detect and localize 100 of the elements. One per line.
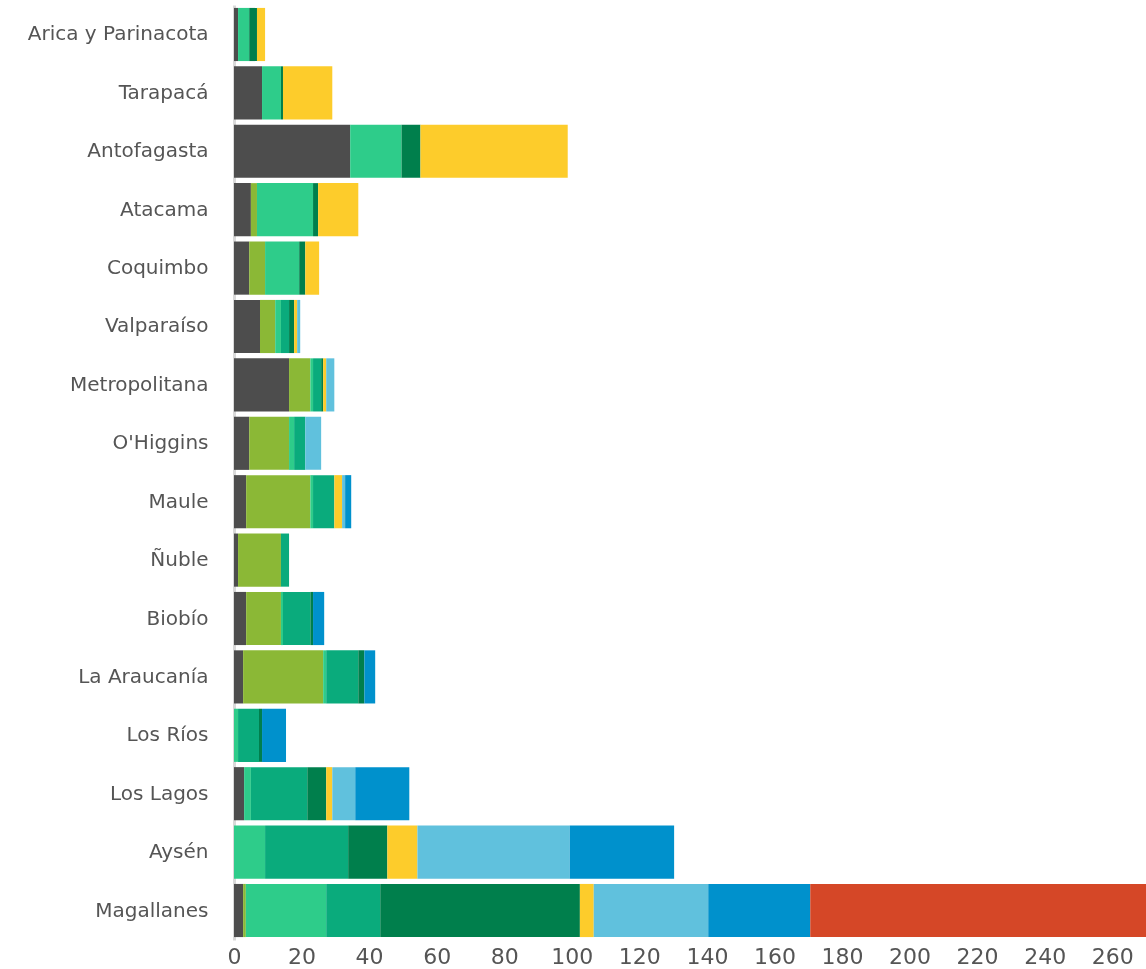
y-tick-label: La Araucanía	[78, 663, 209, 688]
bar	[234, 883, 244, 938]
bar	[310, 358, 314, 412]
bar	[579, 883, 594, 938]
bar	[305, 416, 322, 470]
bar	[234, 475, 247, 529]
bar	[345, 475, 352, 529]
bar	[249, 7, 257, 62]
x-tick-label: 200	[889, 943, 932, 969]
bar	[326, 883, 381, 938]
bar	[318, 183, 359, 237]
y-tick-label: Arica y Parinacota	[27, 21, 209, 46]
bar	[593, 883, 709, 938]
bar	[280, 591, 283, 646]
bar	[358, 650, 365, 704]
y-tick-label: Antofagasta	[87, 138, 209, 163]
bar	[234, 591, 247, 646]
bar	[250, 183, 257, 237]
bar	[234, 708, 239, 762]
bar	[238, 7, 250, 62]
bar	[265, 825, 349, 879]
y-tick-label: Aysén	[148, 839, 209, 864]
bar	[310, 475, 314, 529]
bar	[326, 358, 335, 412]
y-tick-label: O'Higgins	[112, 430, 209, 455]
bar	[313, 183, 319, 237]
bar	[249, 416, 290, 470]
bar	[307, 767, 327, 821]
bar	[294, 416, 306, 470]
bar	[348, 825, 388, 879]
bar	[234, 183, 251, 237]
bar	[245, 883, 327, 938]
y-tick-label: Coquimbo	[106, 255, 209, 280]
bar	[234, 416, 250, 470]
bar	[234, 66, 263, 120]
bar	[364, 650, 376, 704]
y-tick-label: Metropolitana	[70, 371, 209, 396]
bar	[249, 241, 266, 295]
x-tick-label: 60	[423, 943, 452, 969]
x-tick-label: 140	[686, 943, 729, 969]
bar	[234, 124, 351, 178]
bar	[282, 591, 311, 646]
bar	[289, 358, 311, 412]
bar	[243, 883, 246, 938]
bar	[259, 708, 263, 762]
bar	[313, 475, 335, 529]
bar	[246, 475, 311, 529]
bar	[234, 358, 290, 412]
y-tick-label: Magallanes	[95, 897, 209, 922]
y-tick-label: Maule	[148, 488, 209, 513]
bar	[289, 416, 295, 470]
bar	[234, 241, 250, 295]
bar	[262, 708, 287, 762]
y-tick-label: Los Ríos	[126, 722, 209, 747]
bar	[234, 7, 239, 62]
bar	[342, 475, 346, 529]
bar	[289, 299, 295, 354]
bar	[280, 299, 290, 354]
x-tick-label: 240	[1024, 943, 1067, 969]
bar	[256, 7, 266, 62]
bar	[334, 475, 343, 529]
x-tick-label: 160	[753, 943, 796, 969]
bar	[310, 591, 314, 646]
bar	[708, 883, 811, 938]
bar	[234, 650, 244, 704]
bar	[238, 708, 259, 762]
bar	[305, 241, 320, 295]
y-tick-label: Tarapacá	[117, 79, 209, 104]
bar	[280, 66, 283, 120]
x-tick-label: 20	[288, 943, 317, 969]
bar	[234, 299, 261, 354]
y-tick-label: Atacama	[120, 196, 209, 221]
bar	[326, 767, 333, 821]
bar	[313, 358, 322, 412]
y-tick-label: Valparaíso	[104, 313, 209, 338]
bar	[420, 124, 568, 178]
x-tick-label: 120	[618, 943, 661, 969]
bar	[323, 650, 327, 704]
bar	[355, 767, 410, 821]
bar	[313, 591, 325, 646]
y-tick-label: Biobío	[146, 605, 209, 630]
x-tick-label: 220	[956, 943, 999, 969]
bar	[299, 241, 306, 295]
bar	[243, 650, 324, 704]
x-tick-label: 40	[355, 943, 384, 969]
bar	[569, 825, 675, 879]
bar	[282, 66, 333, 120]
bar	[326, 650, 359, 704]
x-tick-label: 180	[821, 943, 864, 969]
bar	[401, 124, 421, 178]
bar	[380, 883, 580, 938]
bar	[417, 825, 570, 879]
bar	[260, 299, 276, 354]
x-tick-label: 80	[490, 943, 519, 969]
bar	[262, 66, 281, 120]
bar	[244, 767, 251, 821]
bar	[810, 883, 1146, 938]
y-tick-label: Los Lagos	[109, 780, 209, 805]
x-tick-label: 260	[1091, 943, 1134, 969]
y-tick-label: Ñuble	[150, 547, 209, 572]
